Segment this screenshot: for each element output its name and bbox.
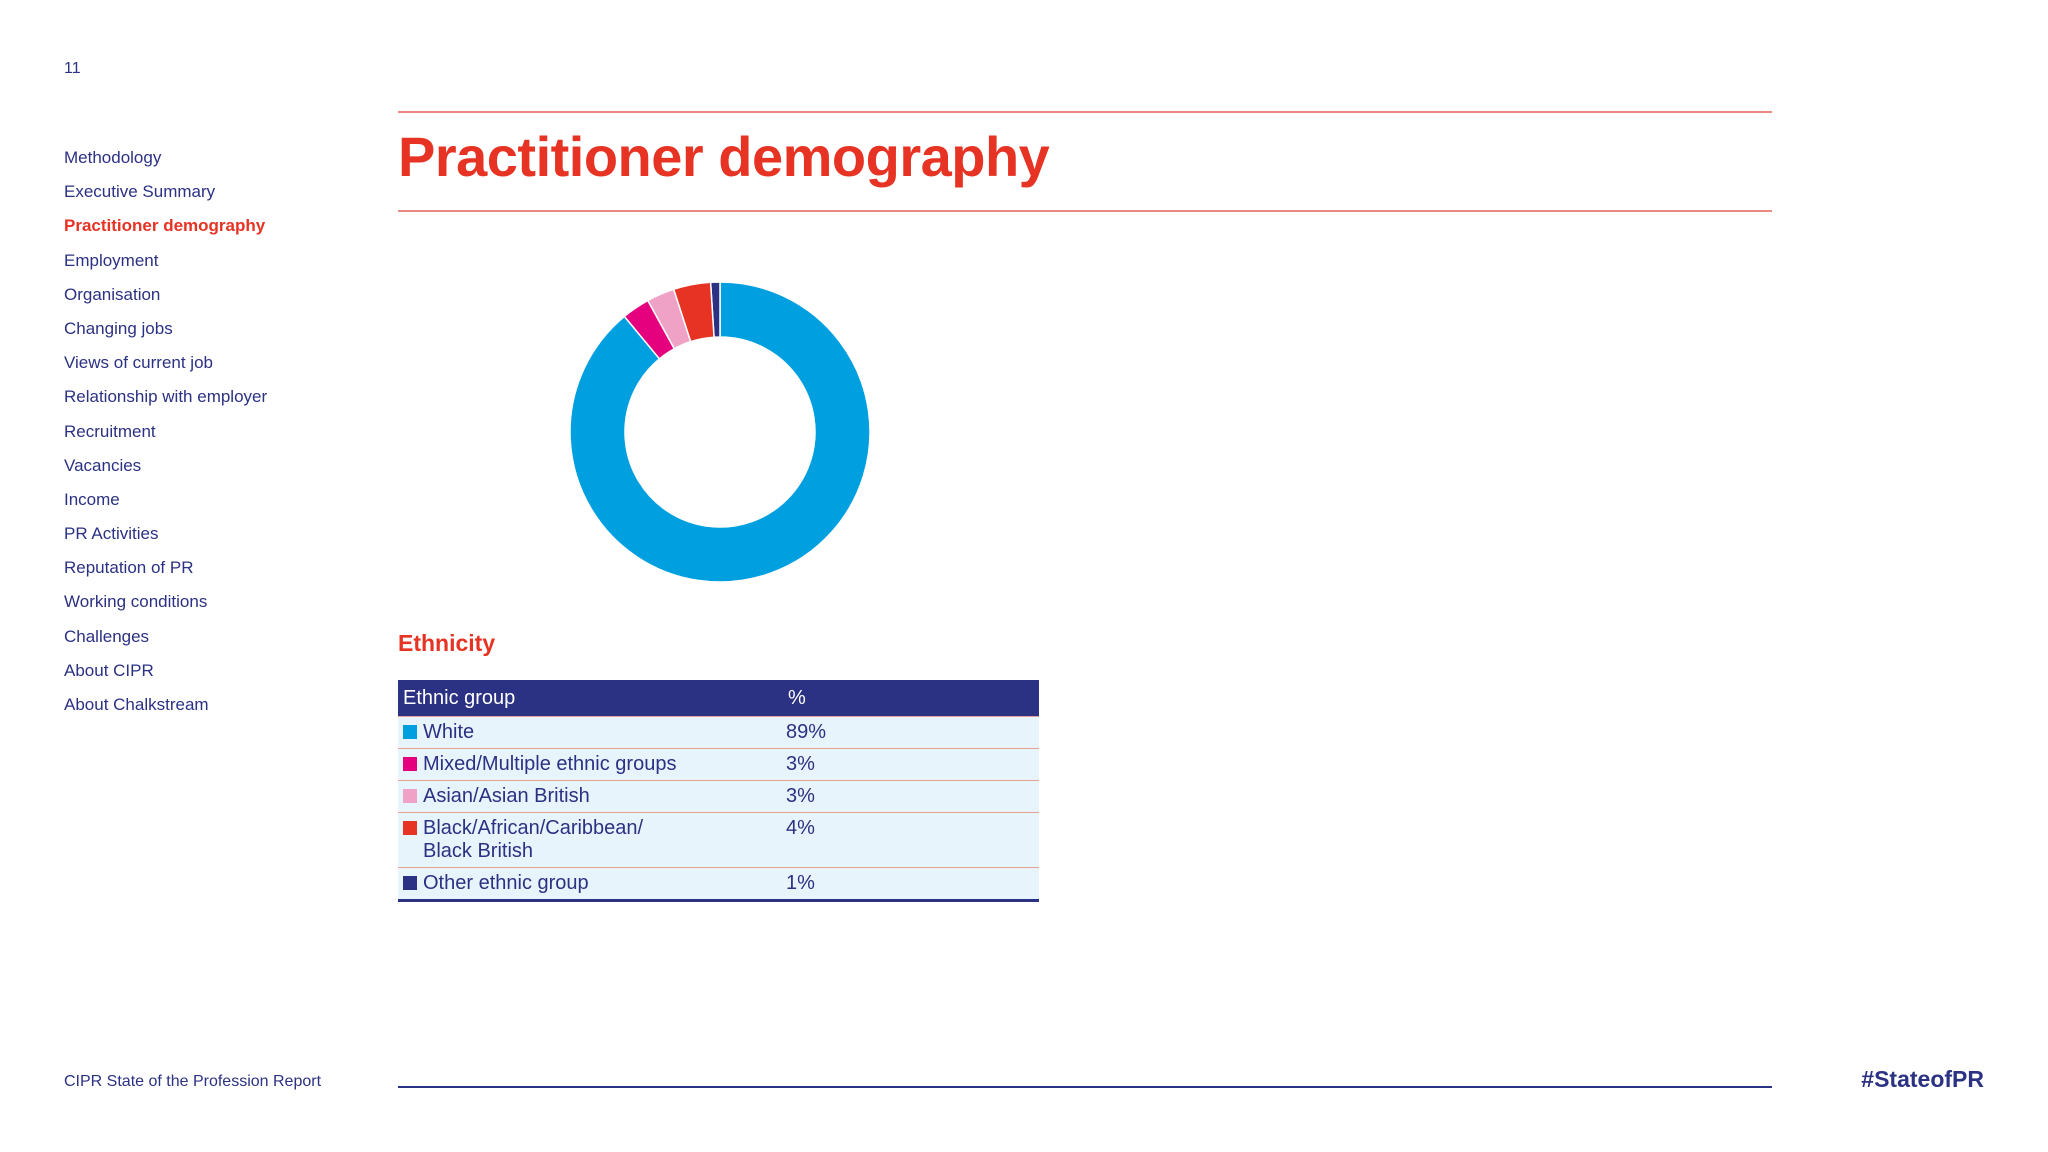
donut-slice-white	[569, 281, 871, 583]
sidebar-item[interactable]: Recruitment	[64, 421, 156, 441]
sidebar-item[interactable]: PR Activities	[64, 524, 159, 544]
table-row: Asian/Asian British 3%	[398, 780, 1039, 813]
footer-report-name: CIPR State of the Profession Report	[64, 1073, 322, 1090]
ethnic-group-label: Black/African/Caribbean/ Black British	[423, 817, 644, 862]
sidebar-item[interactable]: Employment	[64, 250, 159, 270]
ethnic-group-cell: White	[398, 716, 783, 749]
sidebar-item[interactable]: About CIPR	[64, 660, 154, 680]
table-row: White 89%	[398, 716, 1039, 749]
percent-cell: 3%	[783, 748, 1039, 781]
percent-cell: 1%	[783, 867, 1039, 901]
header-ethnic-group: Ethnic group	[398, 680, 783, 717]
sidebar-item[interactable]: Views of current job	[64, 353, 213, 373]
legend-swatch	[403, 789, 417, 803]
sidebar-item[interactable]: Relationship with employer	[64, 387, 268, 407]
sidebar-item[interactable]: Practitioner demography	[64, 216, 266, 236]
sidebar-item[interactable]: Executive Summary	[64, 182, 216, 202]
page-title: Practitioner demography	[398, 125, 1050, 188]
donut-slice-asian-asian-british	[646, 288, 692, 350]
table-row: Other ethnic group 1%	[398, 867, 1039, 901]
percent-cell: 4%	[783, 812, 1039, 868]
ethnic-group-cell: Other ethnic group	[398, 867, 783, 901]
sidebar-item[interactable]: Income	[64, 489, 120, 509]
legend-swatch	[403, 821, 417, 835]
footer-rule	[398, 1086, 1772, 1088]
sidebar-item[interactable]: Changing jobs	[64, 318, 173, 338]
ethnicity-donut-chart	[569, 281, 871, 583]
ethnic-group-label: Asian/Asian British	[423, 785, 590, 807]
ethnic-group-label: Other ethnic group	[423, 872, 589, 894]
ethnicity-table: Ethnic group % White 89% Mixed/Multiple et…	[398, 680, 1039, 902]
sidebar-item[interactable]: Vacancies	[64, 455, 142, 475]
sidebar-item[interactable]: Challenges	[64, 626, 150, 646]
sidebar-item[interactable]: Methodology	[64, 148, 162, 167]
footer-hashtag[interactable]: #StateofPR	[1861, 1066, 1984, 1092]
table-row: Black/African/Caribbean/ Black British 4%	[398, 812, 1039, 868]
sidebar-item[interactable]: About Chalkstream	[64, 695, 209, 714]
title-bottom-rule	[398, 210, 1772, 212]
table-row: Mixed/Multiple ethnic groups 3%	[398, 748, 1039, 781]
ethnic-group-label: Mixed/Multiple ethnic groups	[423, 753, 677, 775]
percent-cell: 3%	[783, 780, 1039, 813]
legend-swatch	[403, 876, 417, 890]
ethnic-group-cell: Black/African/Caribbean/ Black British	[398, 812, 783, 868]
header-percent: %	[783, 680, 1039, 717]
sidebar-item[interactable]: Working conditions	[64, 592, 208, 612]
donut-slice-black-african-caribbean-black-british	[672, 281, 715, 343]
donut-slice-mixed-multiple-ethnic-groups	[623, 299, 676, 360]
ethnic-group-cell: Mixed/Multiple ethnic groups	[398, 748, 783, 781]
sidebar-item[interactable]: Reputation of PR	[64, 558, 194, 578]
table-header-row: Ethnic group %	[398, 680, 1039, 717]
legend-swatch	[403, 757, 417, 771]
percent-cell: 89%	[783, 716, 1039, 749]
title-top-rule	[398, 111, 1772, 113]
ethnic-group-cell: Asian/Asian British	[398, 780, 783, 813]
sidebar-nav: Methodology Executive Summary Practitioner…	[64, 146, 267, 727]
ethnic-group-label: White	[423, 721, 475, 743]
chart-title: Ethnicity	[398, 630, 496, 656]
legend-swatch	[403, 725, 417, 739]
page-number: 11	[64, 60, 81, 77]
sidebar-item[interactable]: Organisation	[64, 284, 161, 304]
